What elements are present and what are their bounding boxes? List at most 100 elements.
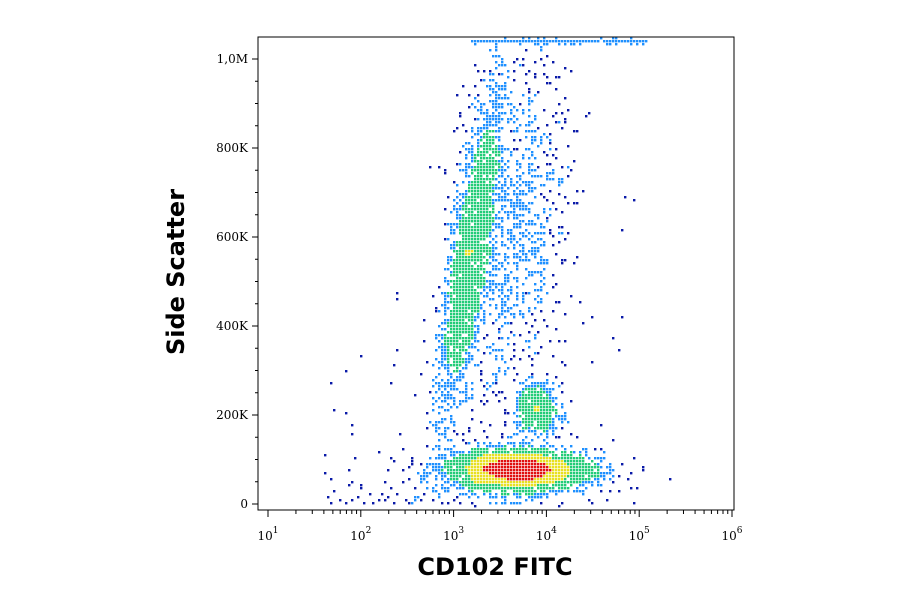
data-point <box>438 448 441 451</box>
data-point <box>528 430 531 433</box>
data-point <box>462 274 465 277</box>
data-point <box>477 139 480 142</box>
data-point <box>525 277 528 280</box>
data-point <box>501 172 504 175</box>
data-point <box>492 220 495 223</box>
data-point <box>525 385 528 388</box>
data-point <box>459 337 462 340</box>
data-point <box>507 310 510 313</box>
data-point <box>519 400 522 403</box>
data-point <box>603 451 606 454</box>
data-point <box>435 490 438 493</box>
data-point <box>495 193 498 196</box>
data-point <box>480 304 483 307</box>
data-point <box>477 280 480 283</box>
data-point <box>477 193 480 196</box>
data-point <box>438 406 441 409</box>
data-point <box>465 130 468 133</box>
data-point <box>444 343 447 346</box>
data-point <box>489 283 492 286</box>
data-point <box>450 418 453 421</box>
data-point <box>501 64 504 67</box>
data-point <box>468 148 471 151</box>
data-point <box>510 307 513 310</box>
data-point <box>534 298 537 301</box>
data-point <box>477 256 480 259</box>
data-point <box>489 160 492 163</box>
data-point <box>492 343 495 346</box>
data-point <box>492 148 495 151</box>
data-point <box>483 457 486 460</box>
data-point <box>453 310 456 313</box>
data-point <box>498 193 501 196</box>
data-point <box>456 277 459 280</box>
data-point <box>486 202 489 205</box>
data-point <box>588 478 591 481</box>
data-point <box>408 502 411 505</box>
data-point <box>492 250 495 253</box>
data-point <box>474 268 477 271</box>
data-point <box>507 322 510 325</box>
data-point <box>489 85 492 88</box>
data-point <box>429 457 432 460</box>
data-point <box>507 160 510 163</box>
data-point <box>486 139 489 142</box>
data-point <box>471 103 474 106</box>
data-point <box>534 403 537 406</box>
data-point <box>519 220 522 223</box>
data-point <box>579 454 582 457</box>
data-point <box>465 337 468 340</box>
data-point <box>441 328 444 331</box>
data-point <box>465 394 468 397</box>
data-point <box>558 469 561 472</box>
data-point <box>477 181 480 184</box>
data-point <box>528 490 531 493</box>
data-point <box>489 139 492 142</box>
data-point <box>492 484 495 487</box>
data-point <box>534 196 537 199</box>
data-point <box>525 487 528 490</box>
data-point <box>462 457 465 460</box>
data-point <box>519 313 522 316</box>
data-point <box>495 100 498 103</box>
data-point <box>471 214 474 217</box>
data-point <box>522 301 525 304</box>
data-point <box>504 457 507 460</box>
data-point <box>468 208 471 211</box>
data-point <box>444 466 447 469</box>
data-point <box>501 286 504 289</box>
data-point <box>444 400 447 403</box>
data-point <box>531 202 534 205</box>
data-point <box>510 442 513 445</box>
data-point <box>615 43 618 46</box>
data-point <box>540 259 543 262</box>
data-point <box>507 76 510 79</box>
data-point <box>453 181 456 184</box>
data-point <box>489 298 492 301</box>
data-point <box>543 412 546 415</box>
data-point <box>579 475 582 478</box>
data-point <box>387 469 390 472</box>
data-point <box>468 220 471 223</box>
data-point <box>474 199 477 202</box>
data-point <box>471 418 474 421</box>
data-point <box>519 382 522 385</box>
data-point <box>558 463 561 466</box>
data-point <box>483 79 486 82</box>
data-point <box>477 466 480 469</box>
data-point <box>516 286 519 289</box>
data-point <box>450 382 453 385</box>
data-point <box>522 109 525 112</box>
data-point <box>513 493 516 496</box>
data-point <box>483 238 486 241</box>
data-point <box>570 466 573 469</box>
data-point <box>570 484 573 487</box>
data-point <box>531 412 534 415</box>
data-point <box>453 208 456 211</box>
data-point <box>516 451 519 454</box>
data-point <box>495 451 498 454</box>
data-point <box>465 199 468 202</box>
data-point <box>465 352 468 355</box>
data-point <box>462 487 465 490</box>
data-point <box>444 418 447 421</box>
